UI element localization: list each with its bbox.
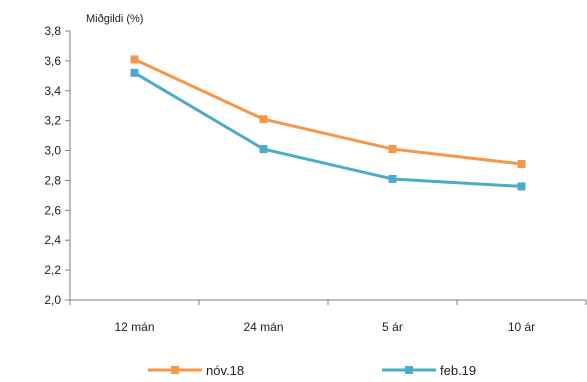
legend-item: feb.19 [382,363,476,378]
series-line [133,58,522,166]
legend-label: nóv.18 [206,363,244,378]
y-tick-label: 2,4 [44,233,61,247]
y-axis-label: Miðgildi (%) [86,13,143,25]
series-layer [130,55,526,191]
y-tick-label: 2,0 [44,293,61,307]
data-point [517,160,526,169]
legend: nóv.18 feb.19 [148,363,476,378]
data-point [130,68,139,77]
y-tick-label: 2,6 [44,203,61,217]
y-tick-label: 3,4 [44,84,61,98]
y-tick-label: 2,2 [44,263,61,277]
data-point [388,145,397,154]
x-tick-label: 12 mán [114,320,154,334]
legend-label: feb.19 [440,363,476,378]
data-point [130,55,139,64]
legend-item: nóv.18 [148,363,244,378]
axes: 2,0 2,2 2,4 2,6 2,8 3,0 3,2 3,4 3,6 3,8 12 mán 24 m… [44,24,587,334]
x-tick-label: 5 ár [382,320,403,334]
y-tick-label: 3,8 [44,24,61,38]
legend-marker [171,366,179,374]
legend-marker [405,366,413,374]
y-tick-label: 3,2 [44,114,61,128]
data-point [388,174,397,183]
x-tick-label: 10 ár [508,320,535,334]
series-1 [130,55,526,169]
data-point [517,182,526,191]
x-tick-label: 24 mán [243,320,283,334]
data-point [259,115,268,124]
data-point [259,145,268,154]
y-tick-label: 2,8 [44,173,61,187]
series-line [133,71,522,188]
series-2 [130,68,526,191]
y-tick-label: 3,6 [44,54,61,68]
y-tick-label: 3,0 [44,144,61,158]
